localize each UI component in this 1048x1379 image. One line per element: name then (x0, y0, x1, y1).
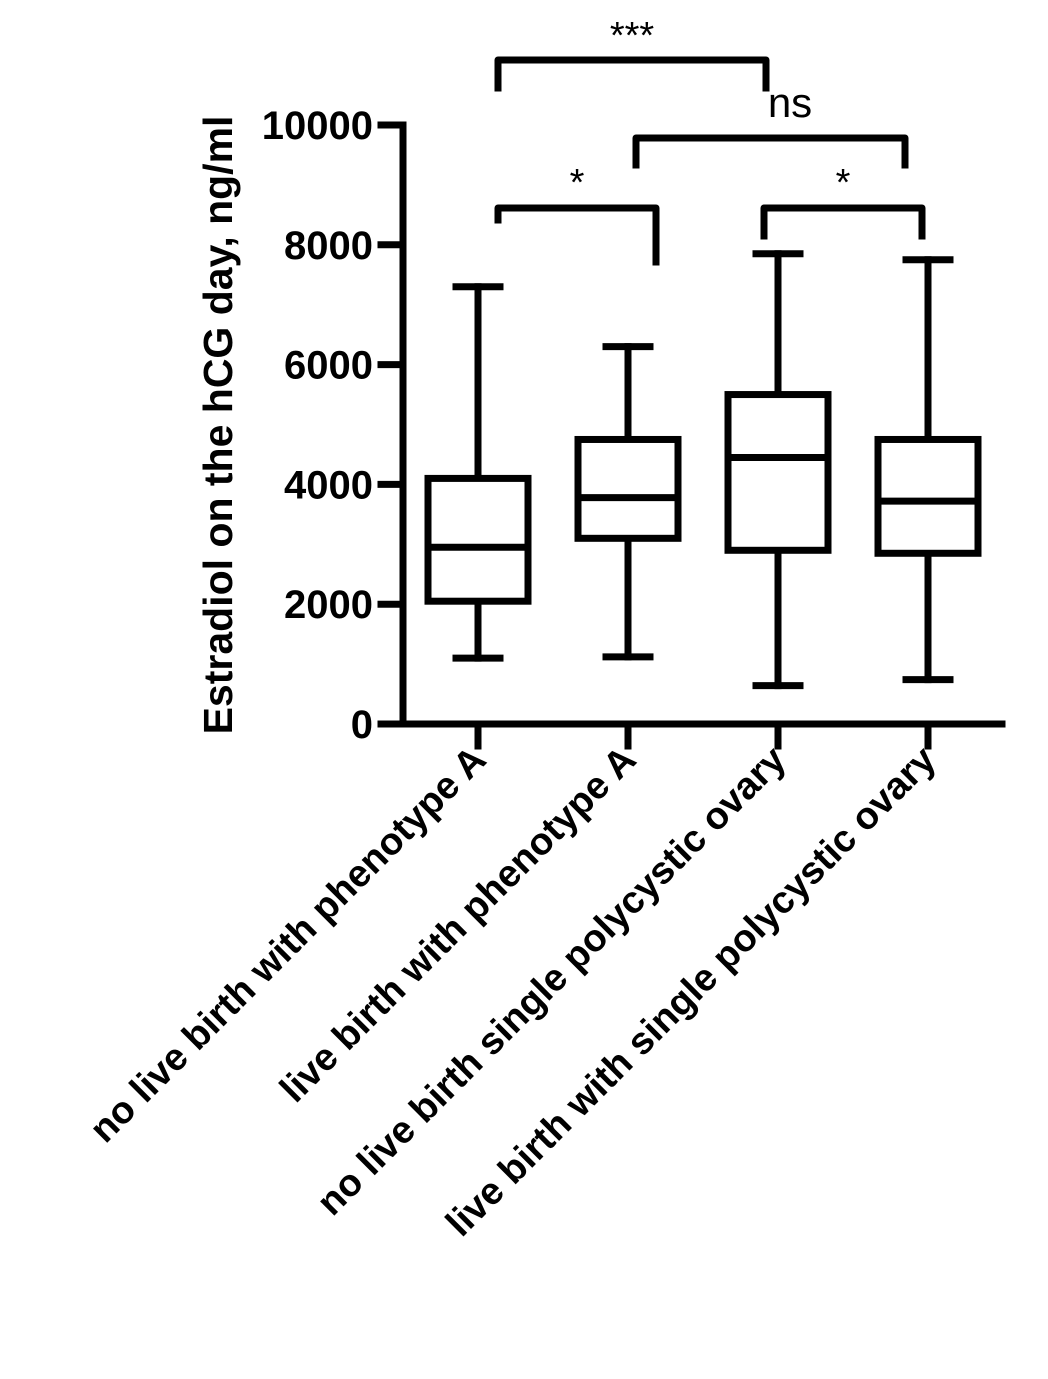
y-tick-label: 0 (351, 703, 373, 747)
y-tick-label: 2000 (284, 583, 373, 627)
y-tick-label: 8000 (284, 224, 373, 268)
y-tick-label: 4000 (284, 463, 373, 507)
box-group (574, 343, 682, 661)
iqr-box (574, 435, 682, 542)
box-group (424, 283, 532, 662)
box-group (874, 256, 982, 684)
significance-label: * (570, 162, 585, 204)
significance-brackets: * * ns *** (494, 15, 926, 266)
significance-bracket: *** (494, 15, 770, 92)
bracket-line (760, 204, 926, 240)
bracket-line (494, 204, 660, 266)
y-tick-label: 6000 (284, 344, 373, 388)
axes: 0 2000 4000 6000 8000 10000 (262, 104, 1006, 750)
y-tick-label: 10000 (262, 104, 373, 148)
significance-label: *** (610, 15, 655, 57)
iqr-box (874, 435, 982, 557)
iqr-box (424, 474, 532, 605)
significance-label: * (836, 162, 851, 204)
bracket-line (632, 134, 909, 169)
y-axis-title: Estradiol on the hCG day, ng/ml (195, 116, 241, 735)
significance-bracket: ns (632, 79, 909, 169)
box-series (424, 250, 982, 690)
box-group (724, 250, 832, 690)
significance-bracket: * (760, 162, 926, 240)
significance-bracket: * (494, 162, 660, 266)
bracket-line (494, 56, 770, 92)
significance-label: ns (768, 79, 812, 126)
iqr-box (724, 391, 832, 554)
